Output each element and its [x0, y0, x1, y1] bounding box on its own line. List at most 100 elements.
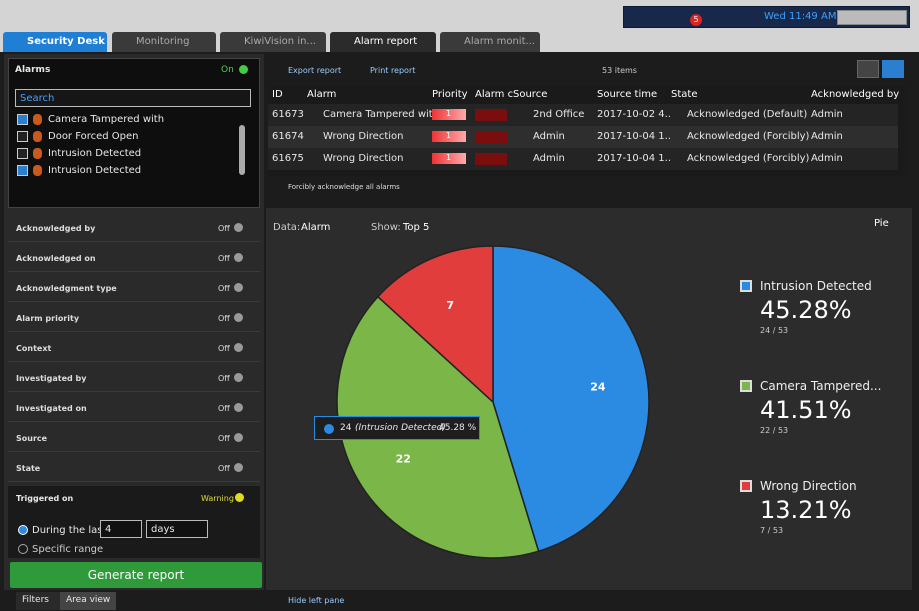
left-pane: Alarms On Search Camera Tampered with Door F…: [4, 54, 264, 590]
print-button[interactable]: Print report: [370, 66, 416, 75]
window-buttons[interactable]: [837, 10, 907, 25]
filter-label: Investigated by: [16, 374, 87, 383]
cell: 2017-10-02 4...: [597, 109, 671, 120]
column-header[interactable]: Alarm: [307, 89, 337, 100]
cell: Camera Tampered with: [323, 109, 440, 120]
priority-bar: 1: [432, 109, 466, 120]
checkbox[interactable]: [17, 148, 28, 159]
generate-label: Generate report: [87, 568, 185, 582]
cell: 2017-10-04 1...: [597, 153, 671, 164]
filter-row[interactable]: Alarm priority Off: [8, 304, 260, 332]
table-row[interactable]: 61673 Camera Tampered with 1 2nd Office 2017…: [268, 104, 898, 126]
tooltip-percent: 45.28 %: [439, 423, 477, 433]
column-header[interactable]: Alarm c: [475, 89, 514, 100]
system-tray: 5 Wed 11:49 AM: [623, 6, 910, 28]
cell: Wrong Direction: [323, 153, 404, 164]
priority-value: 1: [446, 131, 452, 140]
priority-value: 1: [446, 153, 452, 162]
filter-row[interactable]: Context Off: [8, 334, 260, 362]
filter-dot: [234, 373, 243, 382]
filter-label: Context: [16, 344, 52, 353]
list-scrollbar: [239, 125, 245, 175]
checkbox[interactable]: [17, 114, 28, 125]
alarms-panel: Alarms On Search Camera Tampered with Door F…: [8, 58, 260, 208]
table-row[interactable]: 61675 Wrong Direction 1 Admin 2017-10-04 1..…: [268, 148, 898, 170]
column-header[interactable]: Priority: [432, 89, 468, 100]
table-row[interactable]: 61674 Wrong Direction 1 Admin 2017-10-04 1..…: [268, 126, 898, 148]
amount-value: 4: [105, 524, 112, 535]
filter-dot: [234, 433, 243, 442]
during-label: During the last: [32, 525, 107, 536]
filter-row[interactable]: Acknowledged on Off: [8, 244, 260, 272]
radio[interactable]: [18, 525, 28, 535]
filter-label: State: [16, 464, 41, 473]
legend-name: Intrusion Detected: [760, 279, 872, 293]
alarms-toggle[interactable]: On: [221, 65, 234, 75]
warning-dot: [235, 493, 244, 502]
show-select[interactable]: Top 5: [403, 222, 430, 233]
bottom-tab-label: Filters: [22, 595, 49, 605]
alarm-icon: [33, 165, 42, 176]
cell: Acknowledged (Forcibly): [687, 131, 810, 142]
data-select[interactable]: Alarm: [301, 222, 331, 233]
bottom-tab[interactable]: Filters: [16, 592, 60, 610]
search-box[interactable]: Search: [15, 89, 251, 107]
chart-view-button[interactable]: [882, 60, 904, 78]
view-select[interactable]: Pie: [874, 218, 889, 229]
generate-button[interactable]: Generate report: [10, 562, 262, 588]
filter-row[interactable]: Investigated by Off: [8, 364, 260, 392]
filter-dot: [234, 343, 243, 352]
column-header[interactable]: Source time: [597, 89, 658, 100]
tab[interactable]: Alarm report: [330, 32, 436, 52]
legend-count: 24 / 53: [760, 326, 789, 335]
filter-row[interactable]: Acknowledgment type Off: [8, 274, 260, 302]
filter-row[interactable]: Source Off: [8, 424, 260, 452]
filter-label: Acknowledged on: [16, 254, 96, 263]
radio[interactable]: [18, 544, 28, 554]
grid-view-button[interactable]: [857, 60, 879, 78]
amount-input[interactable]: 4: [100, 520, 142, 538]
hide-pane-button[interactable]: Hide left pane: [288, 596, 345, 605]
alarm-item[interactable]: Door Forced Open: [15, 128, 233, 145]
filter-dot: [234, 403, 243, 412]
column-header[interactable]: Source: [513, 89, 548, 100]
filter-row[interactable]: Acknowledged by Off: [8, 214, 260, 242]
cell: 61675: [272, 153, 304, 164]
legend-percent: 41.51%: [760, 396, 852, 424]
notification-badge: 5: [690, 14, 702, 26]
tab[interactable]: Security Desk: [3, 32, 107, 52]
legend-entry: Intrusion Detected 45.28% 24 / 53: [738, 278, 898, 348]
column-header[interactable]: State: [671, 89, 698, 100]
tab-label: Security Desk: [27, 36, 105, 47]
show-label: Show:: [371, 222, 401, 233]
tab[interactable]: Monitoring: [112, 32, 216, 52]
cell: Admin: [811, 109, 843, 120]
unit-select[interactable]: days: [146, 520, 208, 538]
alarm-color: [475, 109, 507, 121]
slice-label: 7: [446, 299, 454, 312]
tab[interactable]: Alarm monit...: [440, 32, 540, 52]
legend-entry: Camera Tampered... 41.51% 22 / 53: [738, 378, 898, 448]
checkbox[interactable]: [17, 131, 28, 142]
filter-dot: [234, 313, 243, 322]
filter-row[interactable]: State Off: [8, 454, 260, 482]
checkbox[interactable]: [17, 165, 28, 176]
force-ack[interactable]: Forcibly acknowledge all alarms: [288, 183, 400, 191]
filter-state: Off: [218, 404, 230, 413]
column-header[interactable]: Acknowledged by: [811, 89, 900, 100]
bottom-tab[interactable]: Area view: [60, 592, 116, 610]
tab-label: KiwiVision in...: [244, 36, 316, 47]
export-button[interactable]: Export report: [288, 66, 342, 75]
alarm-item[interactable]: Intrusion Detected: [15, 145, 233, 162]
tab[interactable]: KiwiVision in...: [220, 32, 326, 52]
column-header[interactable]: ID: [272, 89, 283, 100]
filter-dot: [234, 463, 243, 472]
alarm-item[interactable]: Intrusion Detected: [15, 162, 233, 179]
specific-label: Specific range: [32, 544, 104, 555]
filter-row[interactable]: Investigated on Off: [8, 394, 260, 422]
filter-state: Off: [218, 314, 230, 323]
alarm-item[interactable]: Camera Tampered with: [15, 111, 233, 128]
legend-swatch: [740, 280, 752, 292]
cell: 61674: [272, 131, 304, 142]
alarm-color: [475, 153, 507, 165]
